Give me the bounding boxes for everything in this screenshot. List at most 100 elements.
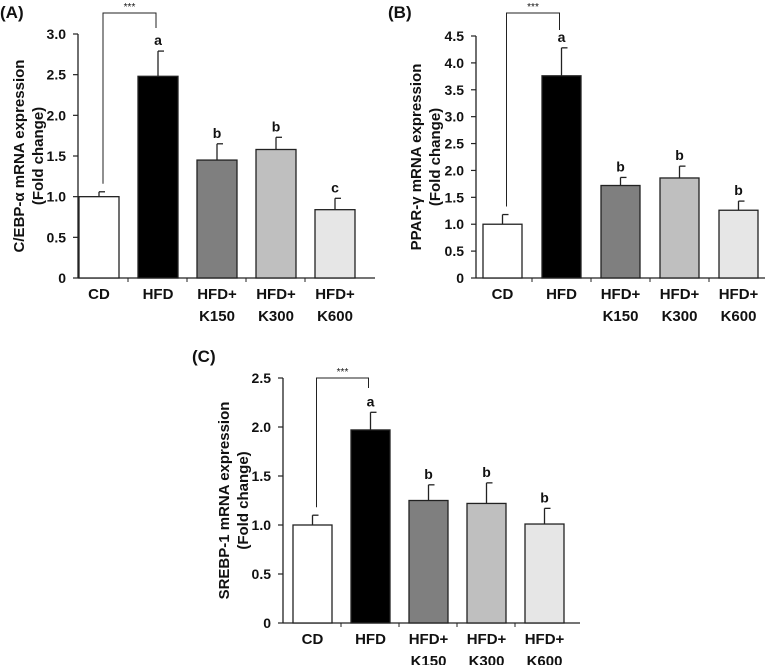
- y-tick-label: 2.5: [252, 370, 272, 386]
- x-tick-label: HFD+ K600: [719, 286, 759, 325]
- panel-label: (B): [388, 3, 412, 22]
- y-tick-label: 0: [456, 270, 464, 286]
- panel-label: (A): [0, 3, 24, 22]
- significance-stars: ***: [527, 2, 539, 13]
- y-tick-label: 2.5: [47, 67, 67, 83]
- significance-letter: a: [154, 32, 162, 48]
- y-axis-title: SREBP-1 mRNA expression (Fold change): [216, 402, 252, 600]
- significance-letter: b: [482, 464, 491, 480]
- x-tick-label-line: HFD+: [525, 631, 565, 648]
- x-tick-label: HFD: [143, 286, 174, 303]
- y-tick-label: 2.0: [445, 162, 465, 178]
- y-axis-title-line: (Fold change): [427, 108, 444, 206]
- bar-hfd-k150: [196, 159, 238, 279]
- y-axis-title-line: SREBP-1 mRNA expression: [216, 402, 233, 600]
- y-tick-label: 1.5: [252, 468, 272, 484]
- significance-letter: b: [675, 147, 684, 163]
- x-tick-label: HFD: [355, 631, 386, 648]
- significance-bracket: [102, 12, 157, 184]
- bar-hfd-k600: [314, 209, 356, 279]
- x-tick-label-line: K150: [603, 308, 639, 325]
- y-axis-title-line: (Fold change): [30, 107, 47, 205]
- x-tick-label-line: K300: [662, 308, 698, 325]
- bar-hfd-k600: [718, 209, 759, 279]
- y-tick-label: 3.5: [445, 82, 465, 98]
- x-tick-label-line: K150: [411, 653, 447, 665]
- y-tick-label: 1.5: [445, 189, 465, 205]
- x-tick-label: HFD+ K600: [525, 631, 565, 665]
- bar-hfd-k300: [255, 148, 297, 279]
- x-tick-label: CD: [88, 286, 110, 303]
- x-tick-label: HFD+ K300: [660, 286, 700, 325]
- x-tick-label: CD: [302, 631, 324, 648]
- significance-bracket: [506, 12, 560, 207]
- significance-letter: b: [272, 118, 281, 134]
- y-axis-title: PPAR-γ mRNA expression (Fold change): [408, 64, 444, 251]
- x-tick-label: HFD+ K150: [197, 286, 237, 325]
- bar-hfd-k150: [600, 184, 641, 279]
- x-tick-label-line: HFD: [546, 286, 577, 303]
- significance-letter: b: [424, 466, 433, 482]
- x-tick-label-line: HFD+: [719, 286, 759, 303]
- x-tick-label-line: K300: [469, 653, 505, 665]
- x-tick-label-line: K600: [317, 308, 353, 325]
- x-tick-label: HFD+ K150: [601, 286, 641, 325]
- x-tick-label: HFD: [546, 286, 577, 303]
- significance-letter: b: [734, 182, 743, 198]
- bar-hfd-k150: [408, 499, 449, 624]
- y-tick-label: 2.5: [445, 136, 465, 152]
- bar-hfd: [137, 75, 179, 279]
- x-tick-label-line: CD: [302, 631, 324, 648]
- y-tick-label: 0: [263, 615, 271, 631]
- bar-cd: [292, 524, 333, 624]
- significance-letter: b: [616, 158, 625, 174]
- x-tick-label: CD: [492, 286, 514, 303]
- x-tick-label: HFD+ K150: [409, 631, 449, 665]
- significance-stars: ***: [337, 367, 349, 378]
- y-tick-label: 1.5: [47, 148, 67, 164]
- x-tick-label-line: HFD+: [601, 286, 641, 303]
- significance-letter: b: [540, 489, 549, 505]
- significance-letter: c: [331, 179, 339, 195]
- x-tick-label-line: HFD+: [315, 286, 355, 303]
- panel-label: (C): [192, 347, 216, 366]
- y-tick-label: 3.0: [47, 26, 67, 42]
- x-tick-label-line: HFD+: [409, 631, 449, 648]
- y-axis-title-line: C/EBP-α mRNA expression: [11, 60, 28, 253]
- bar-hfd-k300: [659, 177, 700, 279]
- x-tick-label: HFD+ K600: [315, 286, 355, 325]
- x-tick-label-line: K600: [721, 308, 757, 325]
- y-tick-label: 0.5: [252, 566, 272, 582]
- x-tick-label-line: HFD+: [197, 286, 237, 303]
- y-tick-label: 1.0: [252, 517, 272, 533]
- y-tick-label: 2.0: [47, 107, 67, 123]
- x-tick-label-line: HFD: [143, 286, 174, 303]
- bar-hfd-k600: [524, 523, 565, 624]
- x-tick-label-line: HFD+: [256, 286, 296, 303]
- y-tick-label: 1.0: [445, 216, 465, 232]
- significance-bracket: [316, 377, 369, 508]
- y-axis-title: C/EBP-α mRNA expression (Fold change): [11, 60, 47, 253]
- y-tick-label: 4.0: [445, 55, 465, 71]
- x-tick-label-line: CD: [492, 286, 514, 303]
- y-tick-label: 0.5: [445, 243, 465, 259]
- panel-a: (A) 0 0.5 1.0 1.5 2.0 2.5 3.0 C/EBP-α mRNA expre…: [0, 2, 375, 325]
- x-tick-label: HFD+ K300: [467, 631, 507, 665]
- bar-hfd: [350, 429, 391, 624]
- x-tick-label-line: K600: [527, 653, 563, 665]
- y-tick-label: 2.0: [252, 419, 272, 435]
- x-tick-label-line: HFD+: [660, 286, 700, 303]
- x-tick-label-line: HFD+: [467, 631, 507, 648]
- x-tick-label-line: HFD: [355, 631, 386, 648]
- significance-letter: a: [558, 29, 566, 45]
- x-tick-label-line: K300: [258, 308, 294, 325]
- significance-letter: a: [367, 393, 375, 409]
- significance-letter: b: [213, 125, 222, 141]
- y-tick-label: 1.0: [47, 189, 67, 205]
- bar-cd: [482, 223, 523, 279]
- significance-stars: ***: [124, 2, 136, 13]
- y-tick-label: 0: [58, 270, 66, 286]
- x-tick-label: HFD+ K300: [256, 286, 296, 325]
